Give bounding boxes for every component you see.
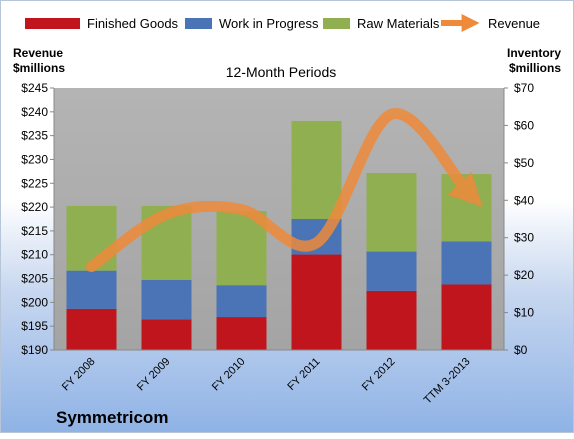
plot-area	[54, 88, 504, 350]
legend-label-work-in-progress: Work in Progress	[219, 16, 319, 31]
bar-raw-materials	[291, 120, 342, 219]
x-tick-label: FY 2009	[135, 356, 173, 394]
y-left-tick-label: $240	[21, 105, 48, 119]
y-left-tick-label: $190	[21, 343, 48, 357]
x-axis: FY 2008 FY 2009 FY 2010 FY 2011 FY 2012 TTM 3…	[54, 349, 504, 407]
legend-swatch-finished-goods	[25, 18, 80, 29]
revenue-line	[86, 108, 483, 273]
y-left-tick-label: $235	[21, 129, 48, 143]
y-right-tick-label: $40	[514, 193, 534, 207]
company-name: Symmetricom	[56, 408, 168, 427]
bar-work-in-progress	[66, 270, 117, 309]
y-axis-left: $190 $195 $200 $205 $210 $215 $220 $225 $230 $235…	[21, 81, 55, 357]
y-right-tick-label: $0	[514, 343, 528, 357]
legend-swatch-raw-materials	[323, 18, 350, 29]
x-tick-label: TTM 3-2013	[422, 356, 473, 407]
y-left-tick-label: $195	[21, 319, 48, 333]
bar-work-in-progress	[366, 251, 417, 291]
y-left-tick-label: $210	[21, 248, 48, 262]
y-axis-left-title-line2: $millions	[13, 61, 65, 75]
legend-label-finished-goods: Finished Goods	[87, 16, 179, 31]
y-right-tick-label: $20	[514, 268, 534, 282]
y-left-tick-label: $220	[21, 200, 48, 214]
x-tick-label: FY 2008	[60, 356, 98, 394]
bar-finished-goods	[291, 254, 342, 350]
bar-raw-materials	[366, 172, 417, 252]
bar-work-in-progress	[141, 280, 192, 320]
bar-finished-goods	[66, 308, 117, 350]
y-left-tick-label: $205	[21, 272, 48, 286]
x-tick-label: FY 2012	[360, 356, 398, 394]
bar-finished-goods	[441, 284, 492, 350]
y-left-tick-label: $230	[21, 152, 48, 166]
bar-finished-goods	[216, 317, 267, 350]
legend-label-raw-materials: Raw Materials	[357, 16, 440, 31]
y-left-tick-label: $245	[21, 81, 48, 95]
bar-finished-goods	[141, 319, 192, 350]
legend-swatch-work-in-progress	[185, 18, 212, 29]
y-axis-right-title: Inventory $millions	[507, 46, 561, 75]
chart-title: 12-Month Periods	[226, 64, 337, 80]
legend-label-revenue: Revenue	[488, 16, 540, 31]
y-axis-right-title-line2: $millions	[509, 61, 561, 75]
x-tick-label: FY 2011	[285, 356, 322, 393]
y-left-tick-label: $200	[21, 295, 48, 309]
y-right-tick-label: $60	[514, 118, 534, 132]
y-right-tick-label: $10	[514, 306, 534, 320]
x-tick-label: FY 2010	[210, 356, 248, 394]
bar-work-in-progress	[441, 241, 492, 285]
y-left-tick-label: $215	[21, 224, 48, 238]
y-axis-right-title-line1: Inventory	[507, 46, 561, 60]
y-axis-right: $0 $10 $20 $30 $40 $50 $60 $70	[503, 81, 534, 357]
y-right-tick-label: $50	[514, 156, 534, 170]
y-axis-left-title: Revenue $millions	[13, 46, 65, 75]
bars-group	[66, 120, 492, 350]
y-right-tick-label: $70	[514, 81, 534, 95]
bar-work-in-progress	[216, 285, 267, 318]
y-right-tick-label: $30	[514, 231, 534, 245]
y-axis-left-title-line1: Revenue	[13, 46, 63, 60]
y-left-tick-label: $225	[21, 176, 48, 190]
bar-finished-goods	[366, 290, 417, 350]
legend: Finished Goods Work in Progress Raw Mate…	[25, 14, 540, 32]
